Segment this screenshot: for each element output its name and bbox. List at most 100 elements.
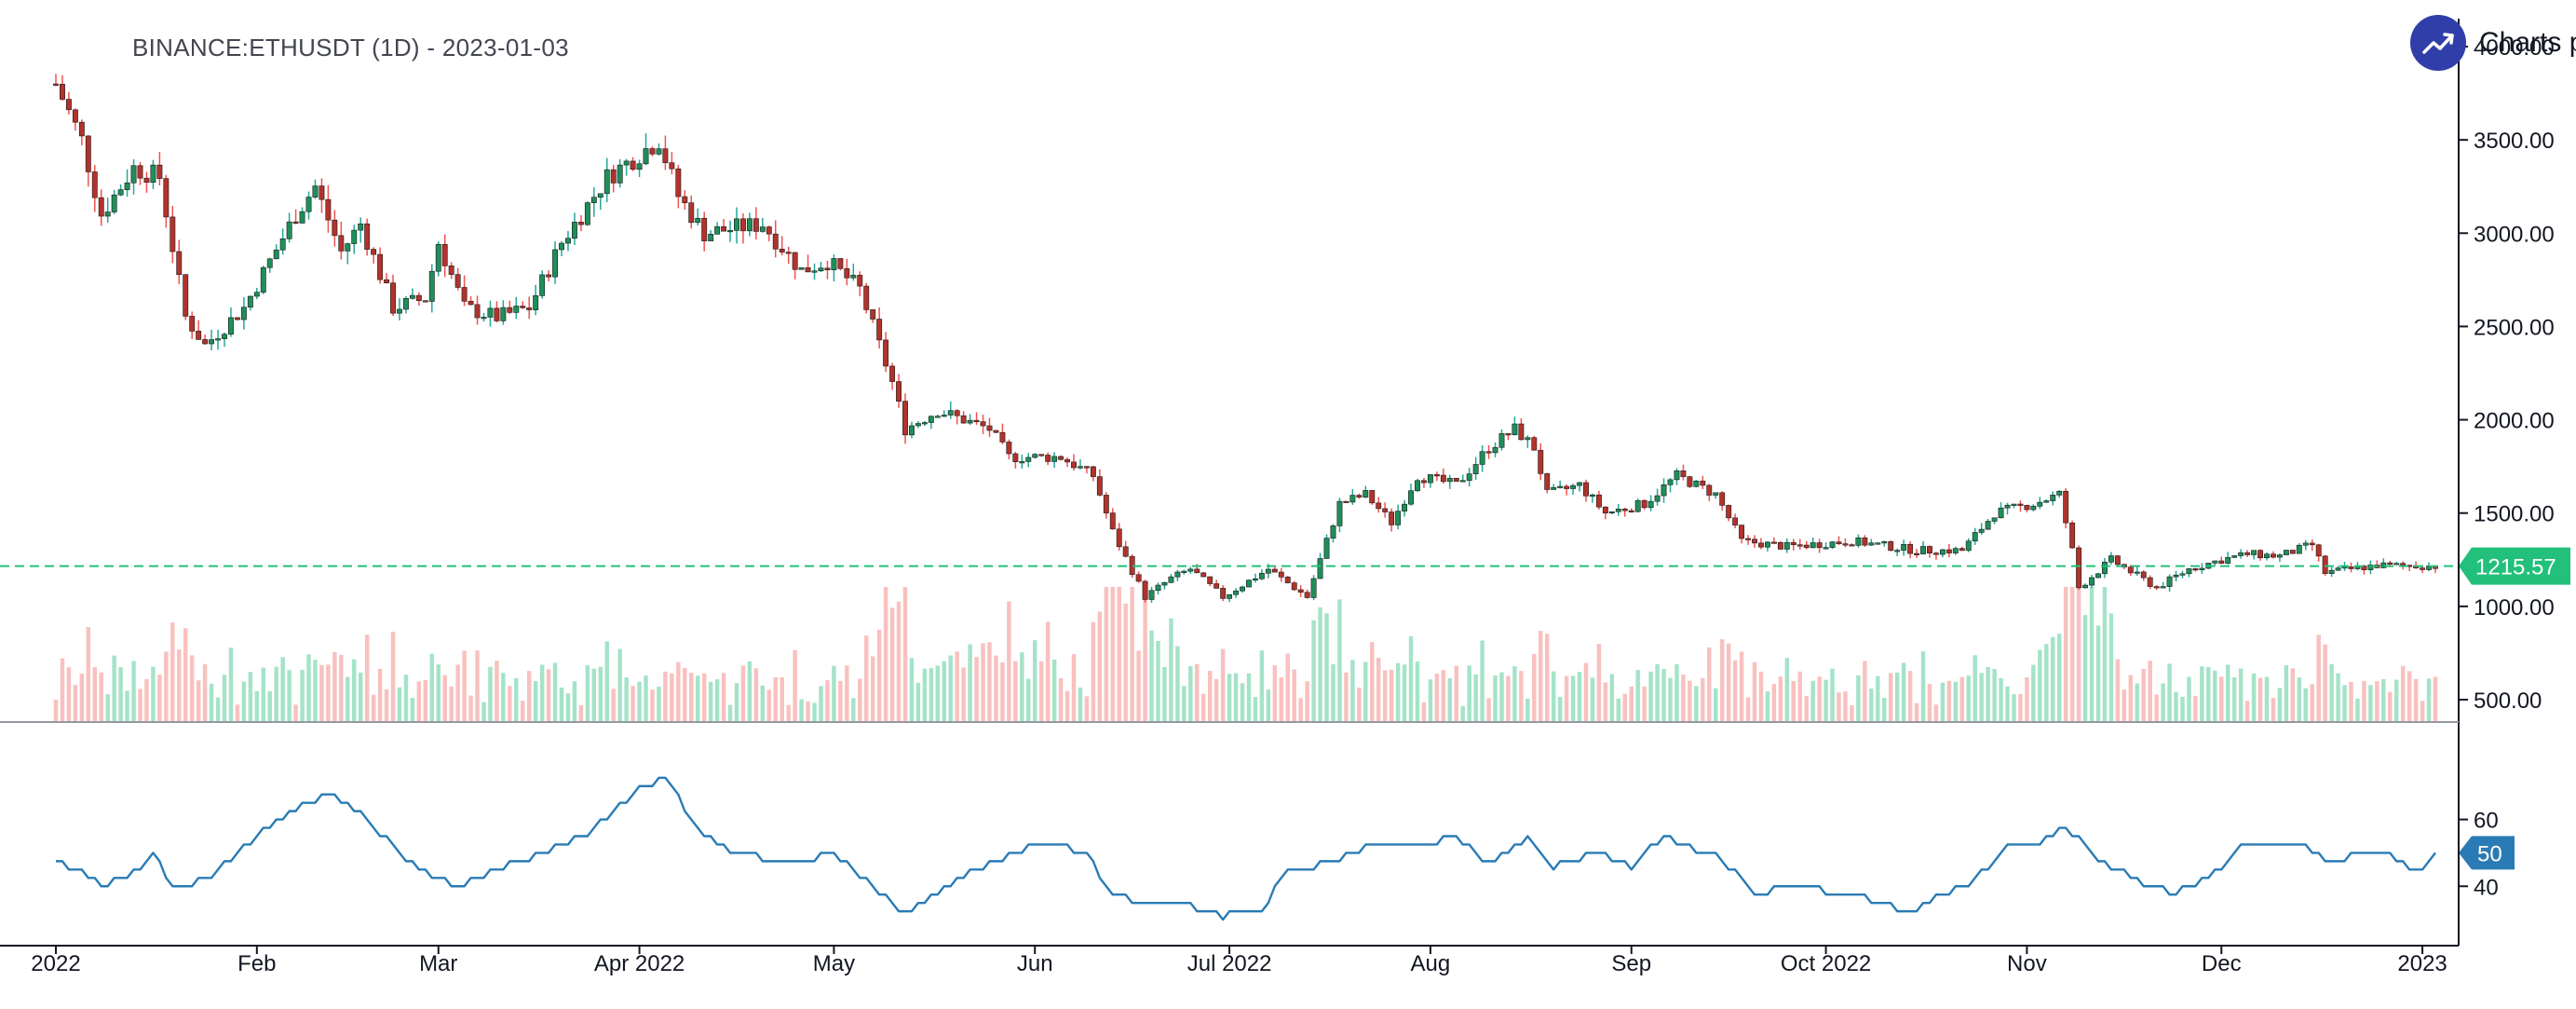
candle-body	[176, 251, 183, 275]
volume-bar	[86, 626, 91, 722]
candle-body	[2302, 542, 2309, 546]
volume-bar	[539, 664, 545, 722]
volume-bar	[138, 689, 142, 722]
volume-bar	[1201, 693, 1206, 722]
volume-bar	[1213, 678, 1219, 722]
candle-body	[124, 182, 130, 190]
volume-bar	[1590, 677, 1595, 722]
candle-body	[2192, 568, 2199, 571]
candle-body	[1427, 474, 1433, 484]
candle-body	[1278, 571, 1284, 578]
candle-body	[325, 198, 332, 221]
candle-body	[1045, 455, 1051, 462]
volume-bar	[228, 648, 234, 722]
candle-body	[980, 421, 986, 427]
candle-body	[1174, 571, 1181, 578]
candle-body	[1389, 511, 1395, 525]
brand[interactable]: Charts p	[2410, 13, 2576, 73]
volume-bar	[455, 664, 460, 722]
candle-body	[2257, 550, 2263, 559]
candle-body	[2114, 555, 2121, 566]
candle-body	[85, 135, 91, 172]
volume-bar	[189, 655, 195, 722]
volume-bar	[2122, 689, 2127, 722]
volume-bar	[274, 666, 278, 722]
candle-body	[746, 218, 752, 232]
candle-body	[526, 307, 533, 310]
volume-bar	[1544, 634, 1550, 722]
volume-bar	[1564, 675, 1569, 722]
volume-bar	[760, 685, 766, 722]
volume-bar	[157, 675, 162, 722]
candle-body	[1531, 437, 1538, 451]
volume-bar	[390, 632, 396, 722]
volume-bar	[2251, 673, 2257, 722]
brand-label[interactable]: Charts p	[2479, 27, 2576, 58]
volume-bar	[1130, 587, 1134, 722]
price-tick-label: 1500.00	[2474, 502, 2555, 527]
volume-bar	[701, 673, 707, 722]
candle-body	[1310, 578, 1317, 598]
volume-bar	[1817, 676, 1822, 722]
date-tick-label: Aug	[1411, 951, 1451, 976]
candle-body	[772, 233, 779, 250]
candle-body	[954, 410, 960, 416]
candle-body	[1356, 495, 1363, 498]
volume-bar	[1732, 660, 1738, 722]
candle-body	[649, 148, 656, 155]
volume-bar	[442, 675, 447, 722]
volume-bar	[740, 665, 746, 722]
volume-bar	[838, 680, 843, 722]
volume-bar	[780, 676, 784, 722]
candle-body	[487, 307, 494, 318]
volume-bar	[1850, 704, 1854, 722]
volume-bar	[326, 664, 331, 722]
volume-bar	[514, 677, 519, 722]
volume-bar	[591, 668, 597, 722]
candlesticks[interactable]	[53, 74, 2438, 604]
volume-bar	[1136, 650, 1141, 722]
candle-body	[1687, 476, 1693, 487]
volume-bar	[468, 695, 473, 722]
volume-bar	[1104, 587, 1109, 722]
candle-body	[1647, 500, 1654, 509]
volume-bar	[2025, 676, 2029, 722]
candle-body	[785, 252, 792, 254]
candle-body	[1608, 511, 1615, 514]
volume-bar	[799, 699, 804, 722]
candle-body	[734, 218, 739, 231]
volume-bar	[2349, 681, 2353, 722]
indicator-pane[interactable]: 60 40 50	[56, 776, 2515, 921]
volume-bar	[1051, 659, 1057, 722]
candle-body	[247, 295, 253, 308]
volume-bar	[1797, 671, 1802, 722]
volume-bar	[306, 654, 311, 722]
volume-bar	[1668, 677, 1673, 722]
candle-body	[1485, 451, 1492, 454]
volume-bar	[1609, 674, 1615, 722]
candle-body	[1952, 548, 1959, 553]
candle-body	[209, 339, 215, 345]
candle-body	[1240, 586, 1245, 592]
volume-bar	[2063, 587, 2068, 722]
candle-body	[1719, 492, 1726, 506]
candle-body	[844, 268, 850, 279]
volume-bar	[2031, 664, 2036, 722]
price-tick-label: 1000.00	[2474, 595, 2555, 620]
indicator-tick-label: 60	[2474, 809, 2499, 834]
candle-body	[1479, 451, 1485, 465]
candle-body	[1849, 544, 1855, 547]
volume-bar	[1512, 666, 1517, 722]
volume-bar	[2375, 681, 2379, 722]
volume-bar	[637, 681, 642, 722]
candle-body	[2166, 576, 2173, 587]
trend-up-icon[interactable]	[2410, 15, 2466, 71]
volume-bar	[786, 704, 791, 722]
candle-body	[2309, 542, 2315, 546]
volume-bar	[2244, 701, 2250, 722]
volume-bar	[1071, 654, 1077, 722]
candle-body	[150, 164, 156, 184]
last-price-line: 1215.57	[0, 547, 2570, 585]
